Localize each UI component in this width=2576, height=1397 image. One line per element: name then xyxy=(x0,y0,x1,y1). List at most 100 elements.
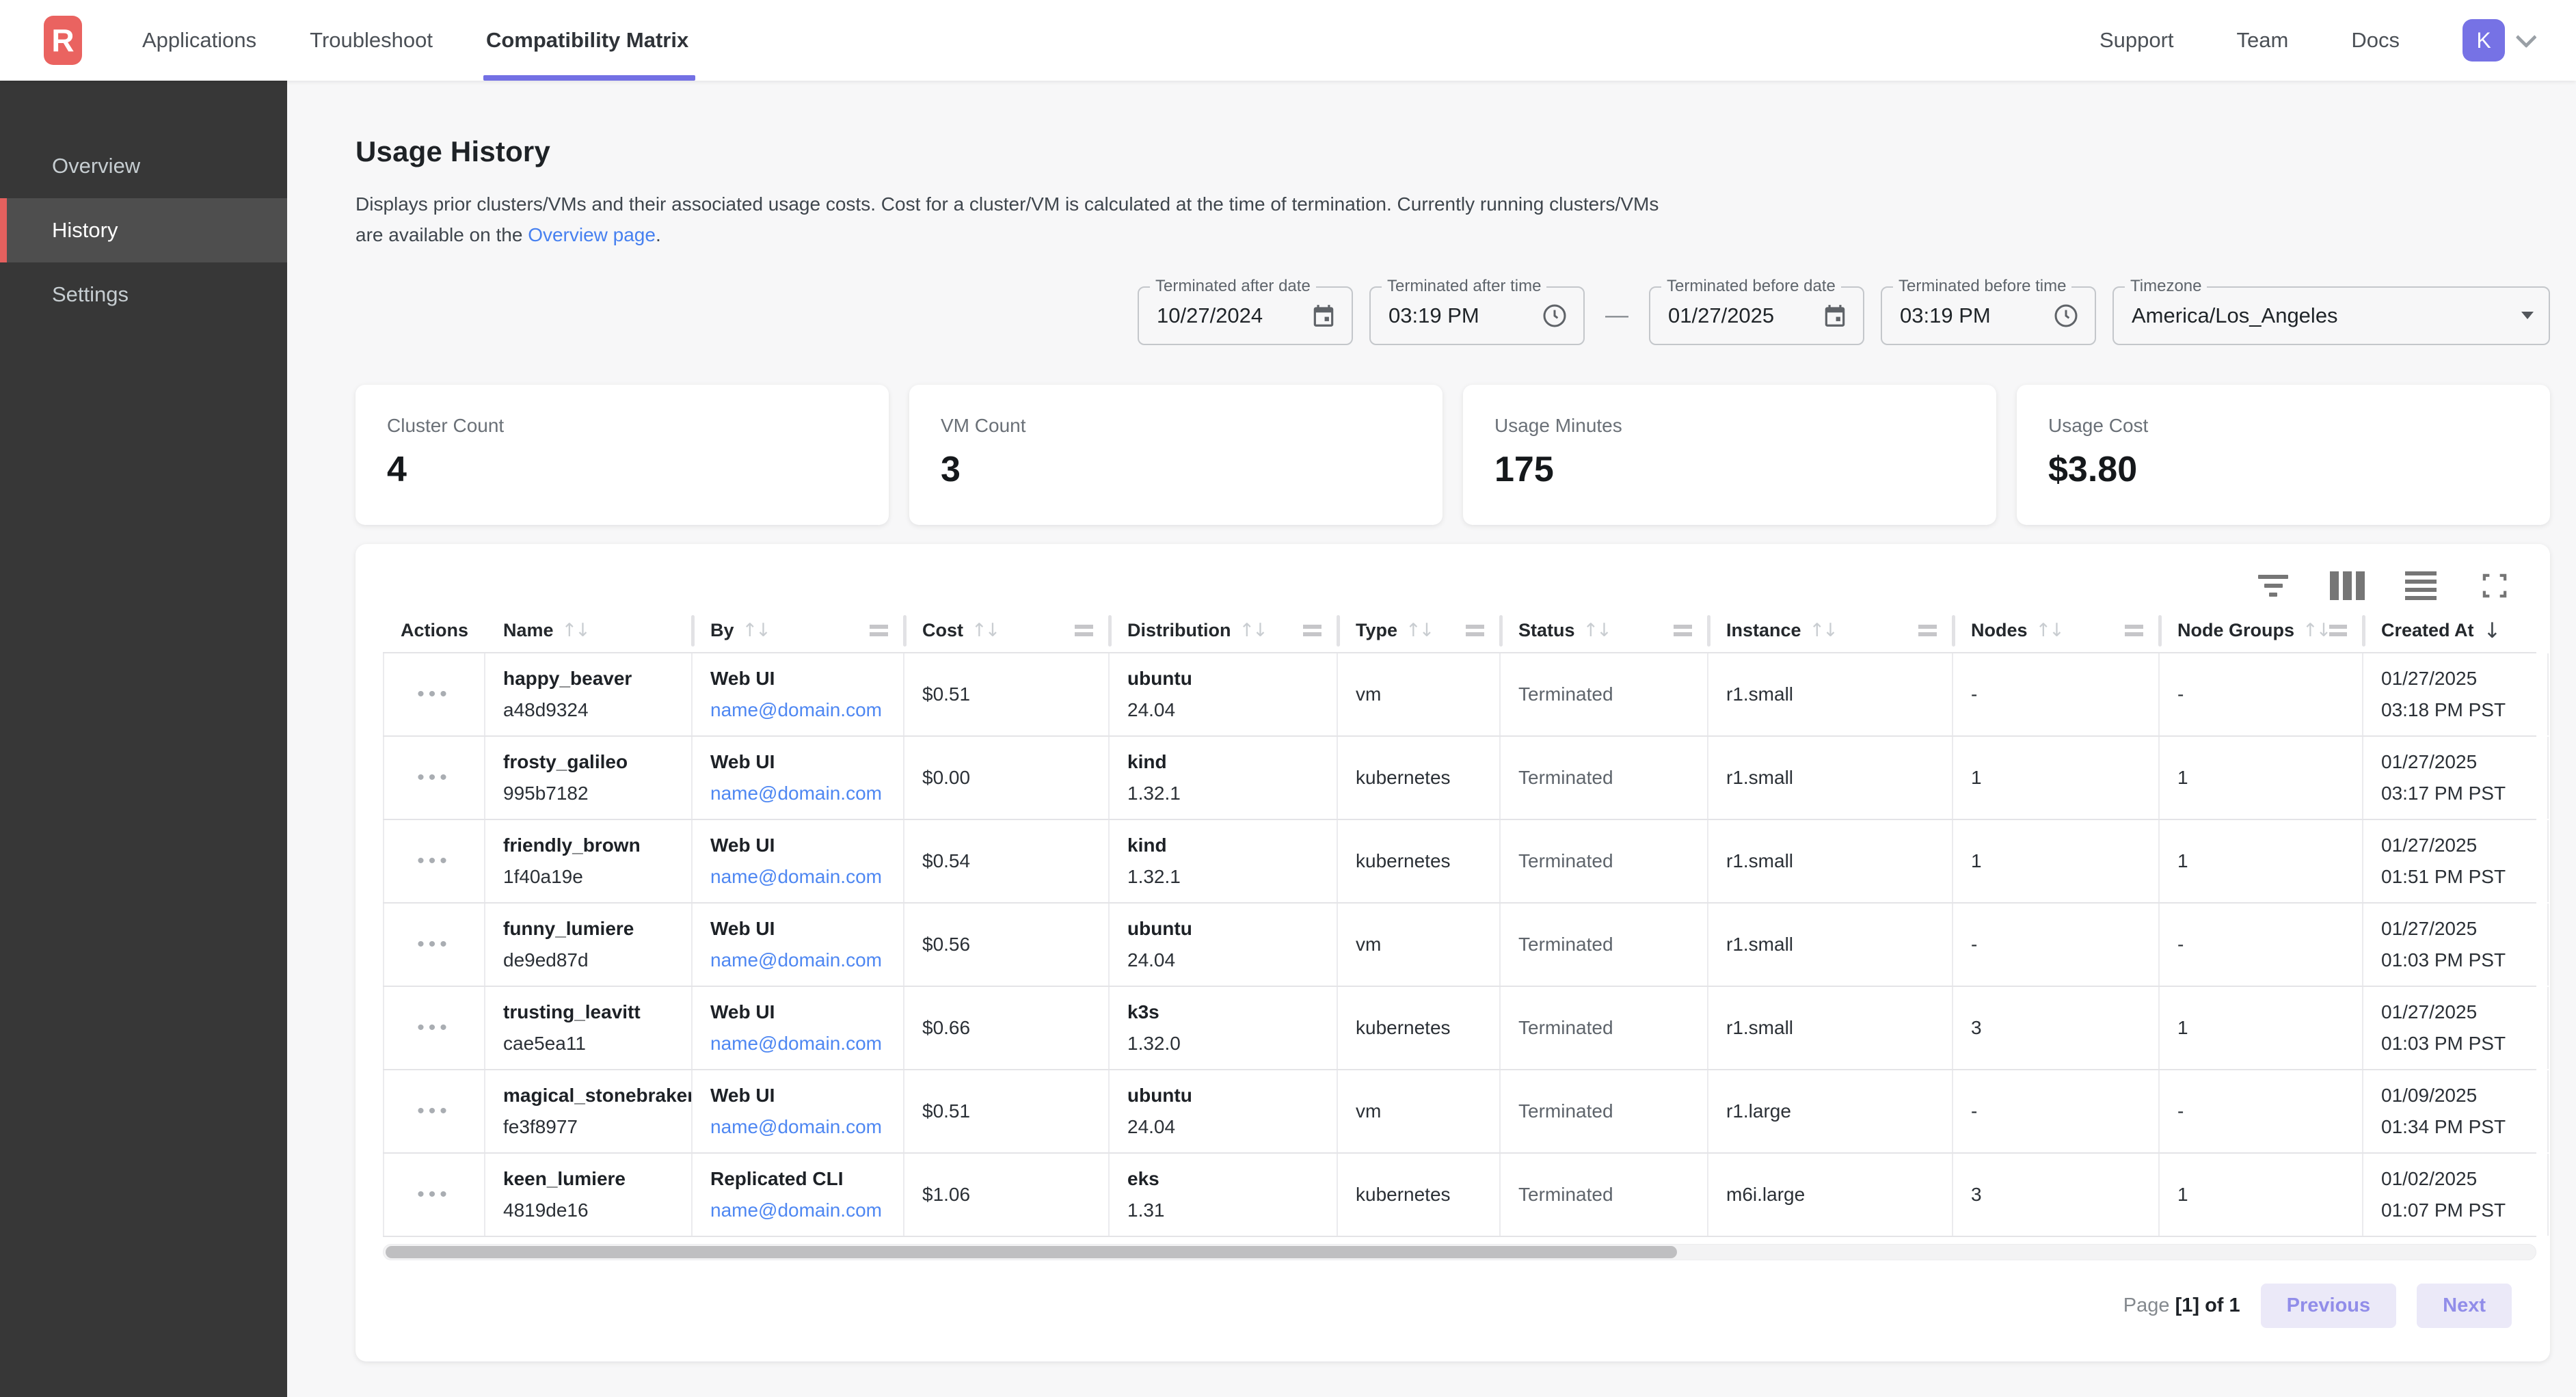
row-actions-button[interactable]: ••• xyxy=(417,932,451,955)
type-cell: kubernetes xyxy=(1338,1153,1501,1236)
created-date: 01/02/2025 xyxy=(2381,1167,2478,1189)
column-header-name[interactable]: Name ↑↓ xyxy=(485,610,693,652)
account-menu[interactable]: K xyxy=(2463,19,2537,62)
terminated-after-date-value[interactable]: 10/27/2024 xyxy=(1157,303,1263,327)
row-actions-button[interactable]: ••• xyxy=(417,1016,451,1039)
filter-icon[interactable] xyxy=(2256,569,2290,603)
overview-page-link[interactable]: Overview page xyxy=(528,224,656,246)
column-header-status[interactable]: Status ↑↓ xyxy=(1501,610,1708,652)
description-period: . xyxy=(655,224,661,246)
sidebar-item-settings[interactable]: Settings xyxy=(52,282,129,306)
nav-link-support[interactable]: Support xyxy=(2099,28,2174,52)
avatar[interactable]: K xyxy=(2463,19,2505,62)
sort-icon[interactable]: ↑↓ xyxy=(561,620,591,642)
distribution-version: 1.32.1 xyxy=(1127,782,1181,804)
distribution-name: ubuntu xyxy=(1127,1084,1192,1106)
column-header-cost[interactable]: Cost ↑↓ xyxy=(904,610,1110,652)
row-actions-button[interactable]: ••• xyxy=(417,682,451,705)
nav-link-team[interactable]: Team xyxy=(2236,28,2289,52)
sidebar-item-overview[interactable]: Overview xyxy=(52,154,141,178)
nodes-cell: 3 xyxy=(1953,986,2160,1069)
terminated-after-date-field[interactable]: Terminated after date 10/27/2024 xyxy=(1138,276,1353,345)
calendar-icon[interactable] xyxy=(1311,303,1337,329)
sort-icon[interactable]: ↑↓ xyxy=(1583,620,1612,642)
clock-icon[interactable] xyxy=(2052,302,2080,329)
sort-icon[interactable]: ↑↓ xyxy=(1406,620,1434,642)
column-header-created-at[interactable]: Created At ↓ xyxy=(2363,610,2549,652)
fullscreen-icon[interactable] xyxy=(2478,569,2512,603)
column-header-instance[interactable]: Instance ↑↓ xyxy=(1708,610,1953,652)
replicated-logo[interactable]: R xyxy=(44,16,82,65)
columns-icon[interactable] xyxy=(2329,569,2365,603)
column-header-nodes[interactable]: Nodes ↑↓ xyxy=(1953,610,2160,652)
column-header-by[interactable]: By ↑↓ xyxy=(693,610,904,652)
sort-desc-icon[interactable]: ↓ xyxy=(2483,618,2501,643)
created-by-email-link[interactable]: name@domain.com xyxy=(710,1032,882,1054)
row-actions-button[interactable]: ••• xyxy=(417,1099,451,1122)
page-value: [1] of 1 xyxy=(2175,1294,2240,1316)
sort-icon[interactable]: ↑↓ xyxy=(742,620,771,642)
chevron-down-icon[interactable] xyxy=(2515,27,2537,49)
column-menu-icon[interactable] xyxy=(1674,625,1692,637)
distribution-cell: k3s 1.32.0 xyxy=(1110,986,1338,1069)
instance-cell: r1.small xyxy=(1708,653,1953,735)
created-by-email-link[interactable]: name@domain.com xyxy=(710,698,882,720)
sort-icon[interactable]: ↑↓ xyxy=(2035,620,2065,642)
terminated-before-time-value[interactable]: 03:19 PM xyxy=(1900,303,1991,327)
horizontal-scrollbar[interactable] xyxy=(383,1243,2536,1260)
terminated-before-date-field[interactable]: Terminated before date 01/27/2025 xyxy=(1649,276,1864,345)
cluster-name: friendly_brown xyxy=(503,834,641,856)
row-actions-button[interactable]: ••• xyxy=(417,1182,451,1206)
column-header-node-groups[interactable]: Node Groups ↑↓ xyxy=(2160,610,2363,652)
clock-icon[interactable] xyxy=(1541,302,1568,329)
stat-card-usage-cost: Usage Cost $3.80 xyxy=(2017,384,2550,525)
column-menu-icon[interactable] xyxy=(1075,625,1093,637)
column-menu-icon[interactable] xyxy=(870,625,888,637)
terminated-before-date-value[interactable]: 01/27/2025 xyxy=(1668,303,1775,327)
dropdown-arrow-icon[interactable] xyxy=(2521,312,2534,320)
cost-cell: $0.54 xyxy=(904,819,1110,902)
sort-icon[interactable]: ↑↓ xyxy=(971,620,1000,642)
created-by-email-link[interactable]: name@domain.com xyxy=(710,1199,882,1221)
terminated-after-time-field[interactable]: Terminated after time 03:19 PM xyxy=(1369,276,1585,345)
nav-tab-compatibility-matrix[interactable]: Compatibility Matrix xyxy=(483,0,696,81)
nav-tab-troubleshoot[interactable]: Troubleshoot xyxy=(310,28,433,52)
nav-tab-applications[interactable]: Applications xyxy=(142,28,257,52)
timezone-select[interactable]: Timezone America/Los_Angeles xyxy=(2112,276,2550,345)
status-badge: Terminated xyxy=(1518,1183,1613,1205)
column-menu-icon[interactable] xyxy=(1918,625,1937,637)
sidebar-item-history[interactable]: History xyxy=(0,198,287,262)
column-header-type[interactable]: Type ↑↓ xyxy=(1338,610,1501,652)
row-actions-button[interactable]: ••• xyxy=(417,849,451,872)
created-by-email-link[interactable]: name@domain.com xyxy=(710,865,882,887)
terminated-before-time-field[interactable]: Terminated before time 03:19 PM xyxy=(1881,276,2096,345)
calendar-icon[interactable] xyxy=(1822,303,1848,329)
nav-link-docs[interactable]: Docs xyxy=(2351,28,2400,52)
column-menu-icon[interactable] xyxy=(2329,625,2347,637)
column-header-distribution[interactable]: Distribution ↑↓ xyxy=(1110,610,1338,652)
horizontal-scrollbar-thumb[interactable] xyxy=(386,1245,1677,1258)
next-button[interactable]: Next xyxy=(2417,1283,2512,1328)
page-title: Usage History xyxy=(355,135,551,167)
by-cell: Web UI name@domain.com xyxy=(693,986,904,1069)
terminated-after-time-value[interactable]: 03:19 PM xyxy=(1388,303,1479,327)
nodes-value: - xyxy=(1971,933,1978,955)
column-menu-icon[interactable] xyxy=(1303,625,1321,637)
created-date: 01/09/2025 xyxy=(2381,1084,2478,1106)
sort-icon[interactable]: ↑↓ xyxy=(1239,620,1267,642)
previous-button[interactable]: Previous xyxy=(2260,1283,2397,1328)
sort-icon[interactable]: ↑↓ xyxy=(1809,620,1838,642)
column-label: Status xyxy=(1518,620,1575,641)
type-value: kubernetes xyxy=(1356,1183,1451,1205)
column-menu-icon[interactable] xyxy=(2125,625,2143,637)
cost-cell: $0.51 xyxy=(904,653,1110,735)
column-menu-icon[interactable] xyxy=(1466,625,1484,637)
sort-icon[interactable]: ↑↓ xyxy=(2303,620,2331,642)
stat-label: Usage Minutes xyxy=(1494,414,1622,436)
density-icon[interactable] xyxy=(2404,569,2438,603)
created-by-email-link[interactable]: name@domain.com xyxy=(710,1115,882,1137)
created-by-email-link[interactable]: name@domain.com xyxy=(710,949,882,971)
created-by-email-link[interactable]: name@domain.com xyxy=(710,782,882,804)
row-actions-button[interactable]: ••• xyxy=(417,765,451,789)
timezone-value[interactable]: America/Los_Angeles xyxy=(2132,303,2338,327)
